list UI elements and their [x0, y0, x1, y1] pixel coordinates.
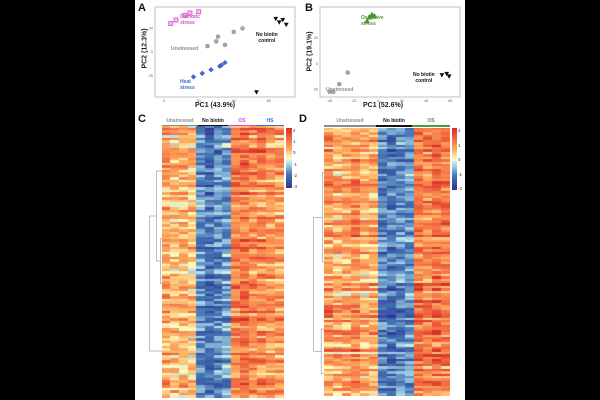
panel-a-point-unstressed [222, 42, 228, 48]
panel-d-colorbar-tick: 2 [458, 128, 461, 133]
panel-a-point-heat [190, 74, 197, 80]
panel-a-point-heat [222, 59, 228, 66]
panel-d-letter: D [299, 113, 307, 125]
panel-c-colorbar-ticks: 2 1 0 -1 -2 -3 [293, 128, 303, 189]
panel-b-letter: B [305, 2, 313, 14]
panel-a-xtick: 60 [267, 99, 271, 103]
panel-a-ylabel: PC2 (12.3%) [141, 28, 149, 69]
panel-a-point-osmotic [187, 10, 193, 16]
panel-c-colorbar-tick: 2 [293, 128, 296, 133]
panel-c-colorbar-tick: -1 [293, 161, 298, 167]
panel-b-xlabel: PC1 (52.6%) [363, 102, 404, 109]
panel-a-point-nobiotin [273, 16, 279, 22]
panel-d-group-label-unstressed: Unstressed [336, 118, 364, 124]
panel-a-osmotic-label: Osmotic stress [180, 14, 201, 26]
panel-d-heatmap [324, 128, 450, 396]
panel-a-point-unstressed [214, 39, 219, 44]
panel-d-group-bar: Unstressed No biotin OS [324, 118, 450, 128]
figure: A PC2 (12.3%) PC1 (43.9%) 0 20 40 60 20 0 -20 … [135, 0, 465, 400]
panel-c-dendro-branch [156, 170, 163, 262]
panel-b-xtick: -40 [327, 99, 332, 103]
panel-a-point-unstressed [215, 34, 221, 39]
panel-a-point-nobiotin [280, 18, 286, 23]
panel-d-colorbar-tick: -1 [458, 171, 463, 177]
panel-c-group-label-unstressed: Unstressed [166, 118, 194, 124]
panel-a-letter: A [138, 2, 146, 14]
panel-b-point-oxidative [371, 12, 378, 19]
panel-c-letter: C [138, 113, 146, 125]
panel-b-point-oxidative [364, 18, 371, 24]
panel-b-point-nobiotin [439, 73, 445, 78]
panel-a-point-heat [208, 67, 214, 73]
panel-d-colorbar-tick: -2 [458, 186, 463, 191]
panel-a-ytick: 20 [149, 27, 153, 31]
panel-a-point-nobiotin [283, 22, 289, 28]
panel-b-frame [319, 6, 461, 98]
panel-c-colorbar [286, 128, 292, 188]
panel-a-point-unstressed [231, 29, 236, 35]
panel-a-unstressed-label: Unstressed [171, 46, 199, 52]
panel-b-xtick: 0 [377, 99, 379, 103]
panel-a-point-heat [218, 62, 225, 68]
panel-a-point-unstressed [240, 26, 245, 31]
panel-b-unstressed-label: Unstressed [326, 87, 354, 93]
panel-b-point-nobiotin [446, 74, 452, 79]
panel-d-colorbar-tick: 1 [458, 142, 461, 148]
panel-a-point-osmotic [173, 17, 179, 23]
panel-b-ylabel: PC2 (19.1%) [306, 31, 314, 72]
panel-a-ytick: 0 [151, 50, 153, 54]
panel-b-xtick: -20 [351, 99, 356, 103]
panel-b-xtick: 20 [400, 99, 404, 103]
panel-a-frame [154, 6, 296, 98]
panel-d-colorbar-tick: 0 [458, 157, 461, 162]
panel-b-ytick: -20 [313, 87, 318, 91]
panel-a-nobiotin-label: No biotin control [256, 32, 278, 44]
panel-b-point-unstressed [337, 81, 342, 87]
panel-a-point-nobiotin [276, 20, 282, 25]
panel-b-ytick: 20 [314, 36, 318, 40]
panel-d-group-label-oxidative: OS [427, 118, 435, 124]
panel-a-point-osmotic [168, 21, 174, 26]
panel-b-point-oxidative [366, 14, 373, 20]
panel-b-ytick: 0 [316, 62, 318, 66]
panel-a-point-osmotic [196, 9, 202, 15]
panel-b-xtick: 60 [448, 99, 452, 103]
panel-b-pca-plot: -40 -20 0 20 40 60 20 0 -20 [313, 6, 461, 103]
panel-b-oxidative-label: Oxidative stress [361, 15, 384, 27]
panel-b-nobiotin-label: No biotin control [413, 72, 435, 84]
panel-b-xtick: 40 [424, 99, 428, 103]
panel-a-xtick: 40 [232, 99, 236, 103]
panel-a-pca-plot: 0 20 40 60 20 0 -20 [148, 6, 296, 103]
panel-d-colorbar-ticks: 2 1 0 -1 -2 [458, 128, 465, 191]
panel-a-xtick: 20 [197, 99, 201, 103]
panel-a-heat-label: Heat stress [180, 79, 195, 91]
panel-a-point-osmotic [182, 12, 188, 18]
panel-c-group-label-heat: HS [266, 118, 274, 124]
panel-c-colorbar-tick: 1 [293, 139, 296, 145]
panel-b-point-unstressed [345, 70, 350, 75]
panel-b-point-nobiotin [444, 71, 450, 77]
panel-c-group-label-osmotic: OS [238, 118, 246, 124]
panel-d-group-bar-unstressed [324, 125, 376, 127]
panel-d-group-bar-nobiotin [376, 125, 412, 127]
panel-a-point-heat [199, 70, 205, 76]
panel-d-colorbar [452, 128, 457, 190]
panel-d-group-bar-oxidative [412, 125, 450, 127]
panel-a-point-unstressed [205, 43, 210, 49]
panel-a-xlabel: PC1 (43.9%) [195, 102, 236, 109]
panel-c-group-label-nobiotin: No biotin [202, 118, 224, 124]
panel-c-colorbar-tick: -2 [293, 172, 298, 178]
panel-c-heatmap [162, 126, 284, 398]
panel-a-point-nobiotin [254, 90, 259, 95]
panel-c-colorbar-tick: -3 [293, 184, 298, 189]
panel-a-xtick: 0 [163, 99, 165, 103]
panel-d-dendro-branch [313, 217, 323, 352]
panel-a-ytick: -20 [148, 74, 153, 78]
panel-c-colorbar-tick: 0 [293, 150, 296, 156]
panel-b-point-unstressed [331, 89, 336, 95]
panel-d-group-label-nobiotin: No biotin [383, 118, 405, 124]
panel-c-dendro-branch [149, 215, 166, 352]
